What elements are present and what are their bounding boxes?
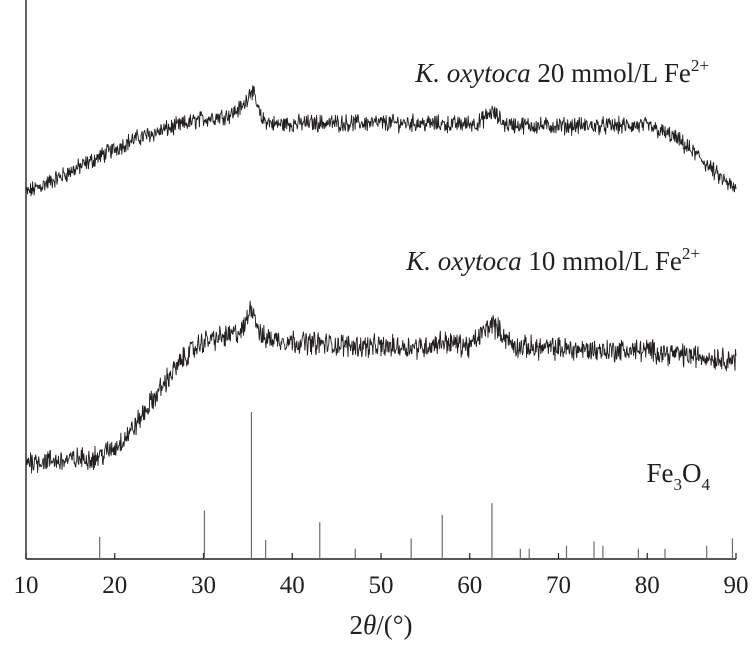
x-tick-label: 60 bbox=[457, 572, 482, 599]
reference-label-sub: 3 bbox=[674, 475, 683, 494]
x-axis-title-symbol: θ bbox=[363, 610, 376, 640]
reference-label: Fe3O4 bbox=[647, 458, 711, 494]
x-axis-title-prefix: 2 bbox=[349, 610, 363, 640]
series-label-plain: 10 mmol/L Fe bbox=[522, 246, 682, 276]
x-tick-label: 40 bbox=[280, 572, 305, 599]
series-label: K. oxytoca 20 mmol/L Fe2+ bbox=[414, 56, 709, 88]
x-tick-label: 70 bbox=[546, 572, 571, 599]
x-tick-label: 80 bbox=[635, 572, 660, 599]
reference-label-part: Fe bbox=[647, 458, 674, 488]
series-line bbox=[25, 85, 737, 197]
series-line bbox=[25, 300, 737, 474]
reference-label-sub: 4 bbox=[702, 475, 711, 494]
reference-label-part: O bbox=[682, 458, 702, 488]
x-ticks: 10 20 30 40 50 60 70 80 90 bbox=[14, 553, 749, 599]
series-label: K. oxytoca 10 mmol/L Fe2+ bbox=[405, 244, 700, 276]
x-axis-title: 2θ/(°) bbox=[349, 610, 412, 640]
series-label-italic: K. oxytoca bbox=[414, 58, 530, 88]
plot-area: 10 20 30 40 50 60 70 80 90 bbox=[14, 0, 749, 599]
x-tick-label: 30 bbox=[191, 572, 216, 599]
series-label-plain: 20 mmol/L Fe bbox=[531, 58, 691, 88]
series-label-italic: K. oxytoca bbox=[405, 246, 521, 276]
x-tick-label: 90 bbox=[724, 572, 749, 599]
series-label-sup: 2+ bbox=[691, 56, 709, 75]
x-axis-title-unit: /(°) bbox=[376, 610, 412, 640]
x-tick-label: 20 bbox=[102, 572, 127, 599]
x-tick-label: 50 bbox=[369, 572, 394, 599]
series-group bbox=[25, 85, 737, 474]
x-tick-label: 10 bbox=[14, 572, 39, 599]
series-label-sup: 2+ bbox=[682, 244, 700, 263]
reference-peaks bbox=[99, 412, 734, 559]
